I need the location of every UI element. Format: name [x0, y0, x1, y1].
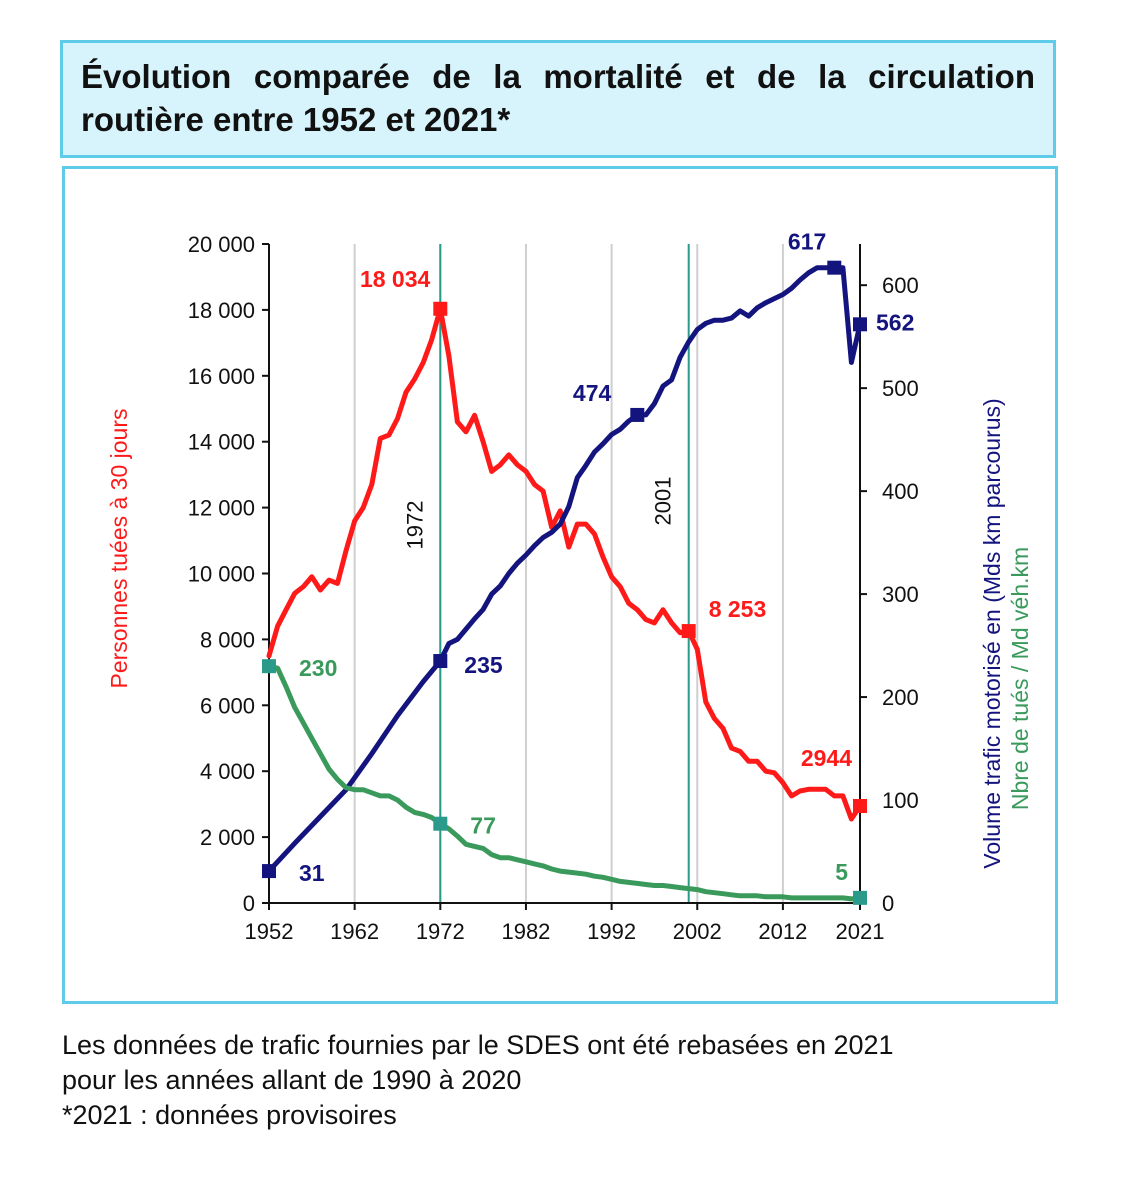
left-tick-label: 20 000: [188, 232, 255, 257]
data-label-traffic-1952: 31: [299, 860, 325, 886]
right-tick-label: 0: [882, 891, 894, 916]
series-line-rate: [266, 663, 863, 902]
right-tick-label: 200: [882, 685, 919, 710]
caption-line-3: *2021 : données provisoires: [62, 1100, 397, 1130]
right-tick-label: 300: [882, 582, 919, 607]
data-label-traffic-2021: 562: [876, 309, 914, 335]
x-tick-label: 1972: [416, 919, 465, 944]
marker-traffic-2021: [853, 317, 867, 332]
chart-frame: 1972 2001 0 2 000 4 000 6 000 8 000 10 000 12 00…: [62, 166, 1058, 1004]
marker-traffic-2018: [827, 260, 842, 275]
left-tick-label: 8 000: [200, 627, 255, 652]
left-axis-title: Personnes tuées à 30 jours: [106, 408, 132, 688]
marker-traffic-1995: [630, 407, 645, 422]
left-tick-label: 10 000: [188, 562, 255, 587]
caption-line-1: Les données de trafic fournies par le SD…: [62, 1030, 894, 1060]
series-line-killed: [266, 306, 863, 822]
right-axis-title-rate: Nbre de tués / Md véh.km: [1007, 547, 1033, 810]
caption-line-2: pour les années allant de 1990 à 2020: [62, 1065, 522, 1095]
data-label-killed-2001: 8 253: [709, 596, 767, 622]
left-tick-label: 6 000: [200, 693, 255, 718]
marker-traffic-1972: [433, 654, 448, 669]
marker-killed-2021: [853, 798, 867, 813]
right-tick-label: 600: [882, 273, 919, 298]
x-tick-label: 1952: [245, 919, 294, 944]
marker-traffic-1952: [262, 864, 276, 879]
right-tick-label: 500: [882, 376, 919, 401]
series-line-traffic: [266, 265, 863, 874]
marker-killed-1972: [433, 301, 448, 316]
marker-rate-1972: [433, 816, 448, 831]
data-label-killed-2021: 2944: [801, 745, 852, 771]
data-label-traffic-1972: 235: [464, 652, 503, 678]
left-tick-label: 14 000: [188, 430, 255, 455]
data-label-traffic-2018: 617: [788, 229, 826, 255]
data-label-rate-2021: 5: [835, 859, 848, 885]
left-tick-label: 0: [243, 891, 255, 916]
left-tick-label: 12 000: [188, 496, 255, 521]
right-axis-title-traffic: Volume trafic motorisé en (Mds km parcou…: [979, 398, 1005, 868]
data-label-traffic-1995: 474: [573, 380, 612, 406]
left-tick-label: 4 000: [200, 759, 255, 784]
left-tick-label: 16 000: [188, 364, 255, 389]
data-label-killed-1972: 18 034: [360, 266, 431, 292]
x-tick-label: 1982: [501, 919, 550, 944]
x-tick-label: 1992: [587, 919, 636, 944]
marker-rate-1952: [262, 659, 276, 674]
x-tick-label: 1962: [330, 919, 379, 944]
right-tick-label: 400: [882, 479, 919, 504]
data-label-rate-1952: 230: [299, 655, 337, 681]
chart-title: Évolution comparée de la mortalité et de…: [81, 58, 1035, 138]
chart: 1972 2001 0 2 000 4 000 6 000 8 000 10 000 12 00…: [106, 229, 1033, 944]
left-tick-label: 18 000: [188, 298, 255, 323]
marker-killed-2001: [681, 624, 696, 639]
title-box: Évolution comparée de la mortalité et de…: [60, 40, 1056, 158]
caption: Les données de trafic fournies par le SD…: [62, 1028, 1062, 1133]
x-tick-label: 2002: [673, 919, 722, 944]
left-tick-label: 2 000: [200, 825, 255, 850]
reference-label-2001: 2001: [651, 477, 676, 526]
reference-label-1972: 1972: [402, 501, 427, 550]
x-tick-label: 2021: [836, 919, 885, 944]
data-label-rate-1972: 77: [470, 813, 496, 839]
right-tick-label: 100: [882, 788, 919, 813]
marker-rate-2021: [853, 890, 867, 905]
x-tick-label: 2012: [758, 919, 807, 944]
